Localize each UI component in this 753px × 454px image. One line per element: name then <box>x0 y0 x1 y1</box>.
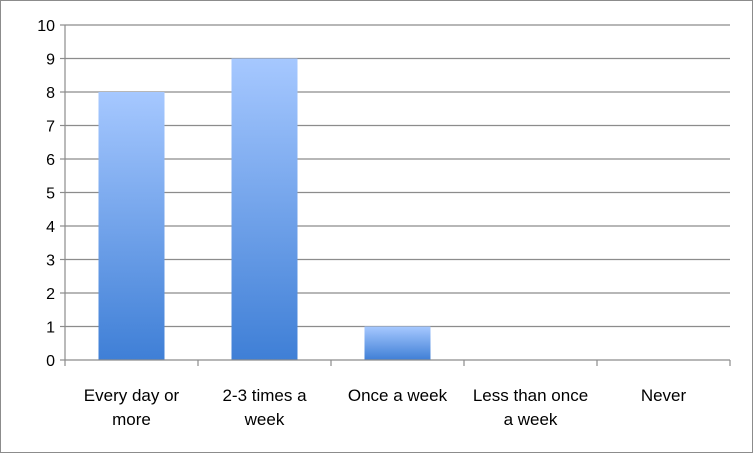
x-tick-label: Every day or more <box>84 386 180 429</box>
x-tick-label-line: more <box>112 410 151 429</box>
category-labels: Every day or more 2-3 times a week Once a we… <box>84 386 687 429</box>
y-tick-label: 7 <box>46 119 55 136</box>
x-tick-label-line: Once a week <box>348 386 448 405</box>
y-tick-labels: 0 1 2 3 4 5 6 7 8 9 10 <box>37 18 55 370</box>
x-tick-label: Less than once a week <box>473 386 588 429</box>
y-tick-label: 1 <box>46 320 55 337</box>
bar <box>364 326 431 360</box>
axes <box>60 24 731 366</box>
x-tick-label: Once a week <box>348 386 448 405</box>
x-tick-label-line: Less than once <box>473 386 588 405</box>
y-tick-label: 8 <box>46 85 55 102</box>
y-tick-label: 0 <box>46 353 55 370</box>
x-tick-label: Never <box>641 386 687 405</box>
bars <box>98 58 431 360</box>
y-tick-label: 9 <box>46 52 55 69</box>
x-tick-label-line: Every day or <box>84 386 180 405</box>
y-tick-label: 10 <box>37 18 55 35</box>
y-tick-label: 5 <box>46 186 55 203</box>
y-tick-label: 4 <box>46 219 55 236</box>
bar <box>98 92 165 360</box>
y-tick-label: 6 <box>46 152 55 169</box>
x-tick-label-line: 2-3 times a <box>222 386 307 405</box>
x-tick-label-line: week <box>244 410 285 429</box>
y-tick-label: 2 <box>46 286 55 303</box>
x-tick-label-line: Never <box>641 386 687 405</box>
grid-lines <box>65 24 730 328</box>
x-tick-label-line: a week <box>504 410 558 429</box>
x-tick-label: 2-3 times a week <box>222 386 307 429</box>
y-tick-label: 3 <box>46 253 55 270</box>
bar <box>231 58 298 360</box>
